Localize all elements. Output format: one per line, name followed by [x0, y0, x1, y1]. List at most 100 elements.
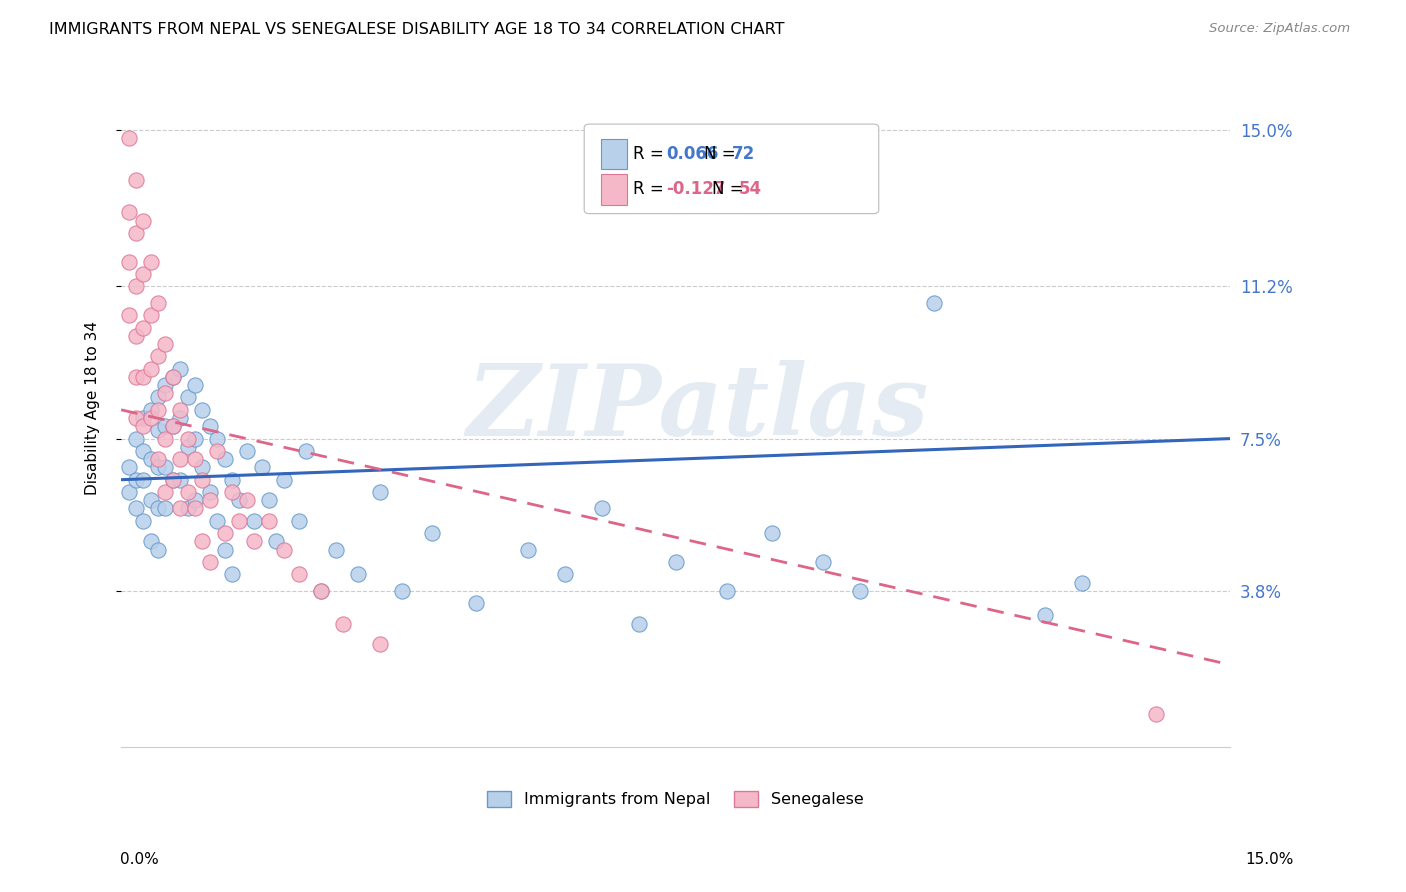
Point [924, 296, 946, 310]
Point [117, 131, 139, 145]
Point [125, 370, 148, 384]
Point [117, 460, 139, 475]
Point [162, 473, 184, 487]
Point [287, 567, 309, 582]
Point [273, 542, 295, 557]
Point [184, 452, 207, 467]
Point [146, 296, 169, 310]
Point [391, 583, 413, 598]
Point [184, 493, 207, 508]
Point [309, 583, 332, 598]
Text: 0.0%: 0.0% [120, 852, 159, 867]
Text: 0.066: 0.066 [666, 145, 718, 163]
Text: 72: 72 [731, 145, 755, 163]
Point [554, 567, 576, 582]
Point [162, 473, 184, 487]
Point [169, 452, 191, 467]
Point [117, 485, 139, 500]
Point [191, 460, 214, 475]
Point [169, 402, 191, 417]
Point [117, 205, 139, 219]
Point [176, 432, 198, 446]
Point [236, 444, 259, 458]
Point [228, 514, 250, 528]
Point [139, 452, 162, 467]
Point [257, 493, 280, 508]
Point [287, 514, 309, 528]
Point [207, 514, 229, 528]
Point [139, 493, 162, 508]
Point [207, 432, 229, 446]
Text: -0.127: -0.127 [666, 180, 725, 198]
Point [849, 583, 872, 598]
Text: R =: R = [633, 145, 669, 163]
Point [176, 440, 198, 454]
Point [132, 370, 155, 384]
Point [221, 485, 243, 500]
Point [155, 460, 177, 475]
Text: N =: N = [711, 180, 749, 198]
Point [146, 460, 169, 475]
Point [221, 473, 243, 487]
Text: ZIPatlas: ZIPatlas [467, 359, 929, 456]
Point [207, 444, 229, 458]
Point [132, 411, 155, 425]
Point [125, 411, 148, 425]
Point [325, 542, 347, 557]
Text: 15.0%: 15.0% [1246, 852, 1294, 867]
Point [257, 514, 280, 528]
Point [155, 432, 177, 446]
Point [117, 254, 139, 268]
Point [155, 386, 177, 401]
Point [146, 501, 169, 516]
Point [184, 501, 207, 516]
Point [243, 534, 266, 549]
Point [155, 485, 177, 500]
Point [155, 501, 177, 516]
Point [146, 391, 169, 405]
Point [162, 419, 184, 434]
Legend: Immigrants from Nepal, Senegalese: Immigrants from Nepal, Senegalese [481, 784, 870, 814]
Point [368, 637, 391, 651]
Point [665, 555, 688, 569]
Point [132, 213, 155, 227]
Point [198, 419, 221, 434]
Point [627, 616, 650, 631]
Point [132, 419, 155, 434]
Point [155, 337, 177, 351]
Point [236, 493, 259, 508]
Point [1144, 707, 1167, 722]
Point [1071, 575, 1094, 590]
Point [169, 501, 191, 516]
Point [813, 555, 835, 569]
Point [139, 308, 162, 322]
Point [368, 485, 391, 500]
Point [125, 172, 148, 186]
Point [465, 596, 488, 610]
Point [146, 452, 169, 467]
Y-axis label: Disability Age 18 to 34: Disability Age 18 to 34 [86, 321, 100, 495]
Point [125, 328, 148, 343]
Point [132, 267, 155, 281]
Point [214, 452, 236, 467]
Point [162, 419, 184, 434]
Point [191, 473, 214, 487]
Point [117, 308, 139, 322]
Point [162, 370, 184, 384]
Point [176, 391, 198, 405]
Text: N =: N = [704, 145, 741, 163]
Point [516, 542, 538, 557]
Point [155, 419, 177, 434]
Point [295, 444, 318, 458]
Point [761, 526, 783, 541]
Point [214, 542, 236, 557]
Point [125, 473, 148, 487]
Point [420, 526, 443, 541]
Point [162, 370, 184, 384]
Point [346, 567, 368, 582]
Point [125, 501, 148, 516]
Point [1033, 608, 1056, 623]
Point [332, 616, 354, 631]
Point [716, 583, 738, 598]
Text: IMMIGRANTS FROM NEPAL VS SENEGALESE DISABILITY AGE 18 TO 34 CORRELATION CHART: IMMIGRANTS FROM NEPAL VS SENEGALESE DISA… [49, 22, 785, 37]
